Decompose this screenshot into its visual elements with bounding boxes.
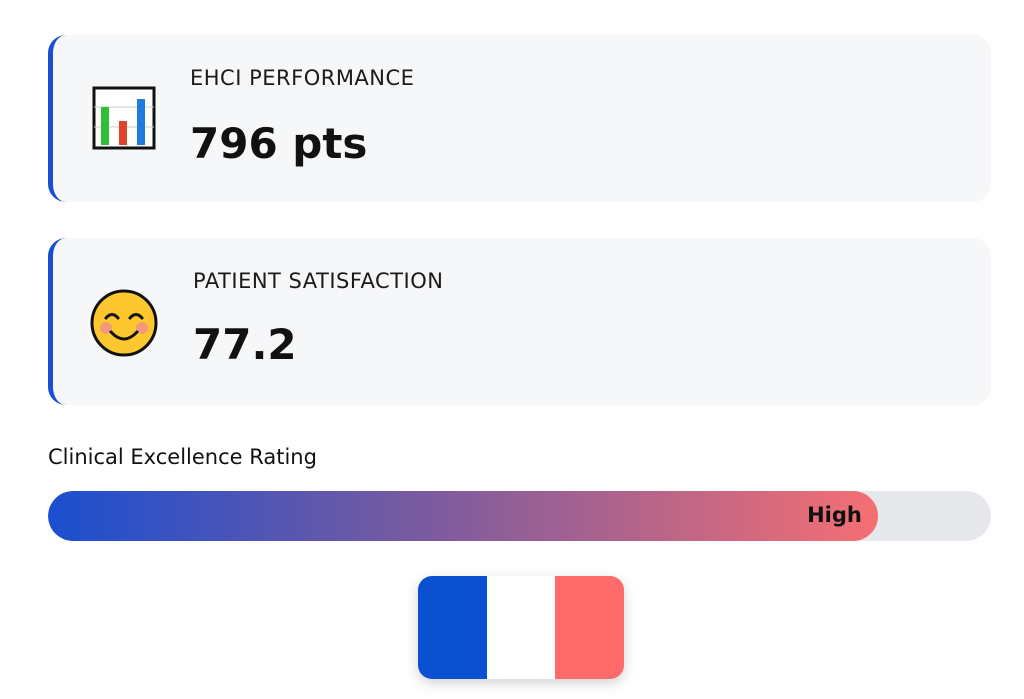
rating-level: High (807, 503, 862, 527)
card-label: EHCI PERFORMANCE (190, 66, 415, 90)
card-label: PATIENT SATISFACTION (193, 269, 444, 293)
card-value: 796 pts (190, 119, 368, 168)
flag (418, 576, 624, 679)
metric-card: PATIENT SATISFACTION 77.2 (48, 238, 991, 405)
rating-fill: High (48, 491, 878, 541)
metric-card: EHCI PERFORMANCE 796 pts (48, 35, 991, 202)
rating-title: Clinical Excellence Rating (48, 445, 317, 469)
rating-track: High (48, 491, 991, 541)
chart-icon (92, 86, 156, 150)
smiley-icon (90, 289, 158, 357)
card-value: 77.2 (193, 320, 297, 369)
